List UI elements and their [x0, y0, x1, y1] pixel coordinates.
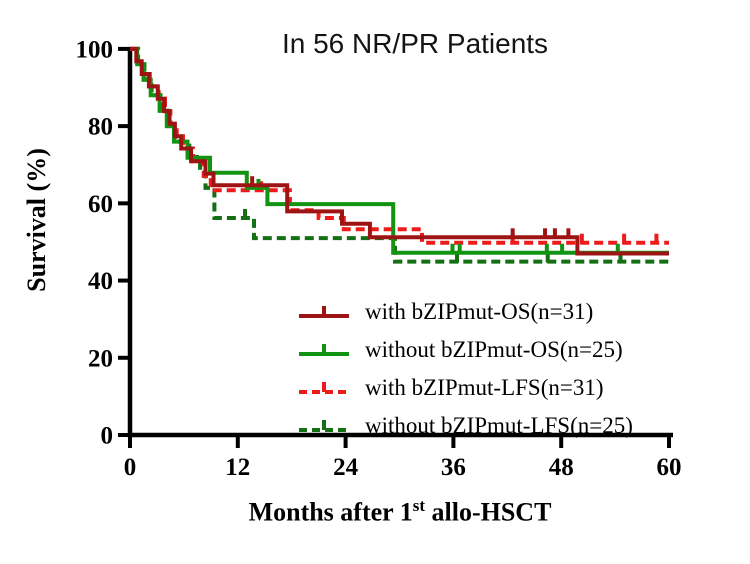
x-tick-label-0: 0 — [124, 454, 137, 481]
legend-marker-solid-line-icon — [299, 344, 349, 356]
x-tick-label-24: 24 — [333, 454, 359, 481]
y-tick-label-80: 80 — [88, 114, 113, 141]
legend-item-lfs-with: with bZIPmut-LFS(n=31) — [298, 369, 633, 407]
x-tick-label-48: 48 — [549, 454, 574, 481]
legend-label-os-with: with bZIPmut-OS(n=31) — [365, 299, 594, 324]
series-curve-2 — [130, 46, 669, 245]
x-axis-label: Months after 1st allo-HSCT — [130, 496, 670, 528]
y-tick-label-60: 60 — [88, 191, 113, 218]
x-tick-label-12: 12 — [225, 454, 250, 481]
legend-label-lfs-with: with bZIPmut-LFS(n=31) — [365, 375, 604, 400]
legend: with bZIPmut-OS(n=31) without bZIPmut-OS… — [298, 293, 633, 445]
x-axis-label-superscript: st — [412, 496, 426, 515]
chart-title: In 56 NR/PR Patients — [281, 28, 549, 59]
y-axis-label: Survival (%) — [22, 148, 51, 292]
x-axis-label-tail: allo-HSCT — [425, 497, 552, 527]
x-tick-label-60: 60 — [657, 454, 682, 481]
legend-item-lfs-without: without bZIPmut-LFS(n=25) — [298, 407, 633, 445]
series-curve-0 — [130, 46, 669, 256]
legend-item-os-without: without bZIPmut-OS(n=25) — [298, 331, 633, 369]
y-tick-label-0: 0 — [101, 423, 114, 450]
x-tick-label-36: 36 — [441, 454, 466, 481]
y-tick-label-40: 40 — [88, 268, 113, 295]
series-curve-1 — [130, 46, 669, 255]
legend-label-os-without: without bZIPmut-OS(n=25) — [365, 337, 623, 362]
legend-marker-solid-line-icon — [299, 306, 349, 318]
legend-label-lfs-without: without bZIPmut-LFS(n=25) — [365, 413, 633, 438]
legend-marker-dashed-line-icon — [299, 382, 349, 394]
y-tick-label-100: 100 — [76, 36, 114, 63]
legend-item-os-with: with bZIPmut-OS(n=31) — [298, 293, 633, 331]
y-tick-label-20: 20 — [88, 345, 113, 372]
legend-marker-dashed-line-icon — [299, 420, 349, 432]
x-axis-label-main: Months after 1 — [248, 497, 413, 527]
